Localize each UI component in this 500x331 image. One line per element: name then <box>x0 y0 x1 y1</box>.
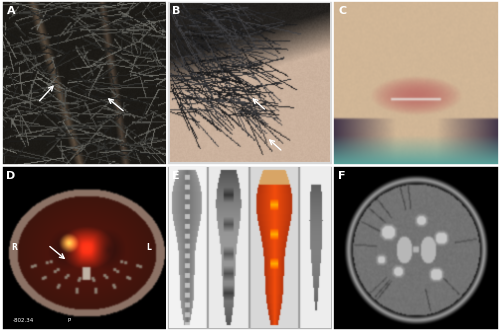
Text: F: F <box>338 171 346 181</box>
Text: D: D <box>6 171 16 181</box>
Text: P: P <box>68 318 71 323</box>
Text: L: L <box>146 244 152 253</box>
Text: R: R <box>12 244 18 253</box>
Text: E: E <box>172 171 180 181</box>
Text: -802.34: -802.34 <box>13 318 34 323</box>
Text: A: A <box>6 6 15 16</box>
Text: B: B <box>172 6 181 16</box>
Text: C: C <box>338 6 346 16</box>
